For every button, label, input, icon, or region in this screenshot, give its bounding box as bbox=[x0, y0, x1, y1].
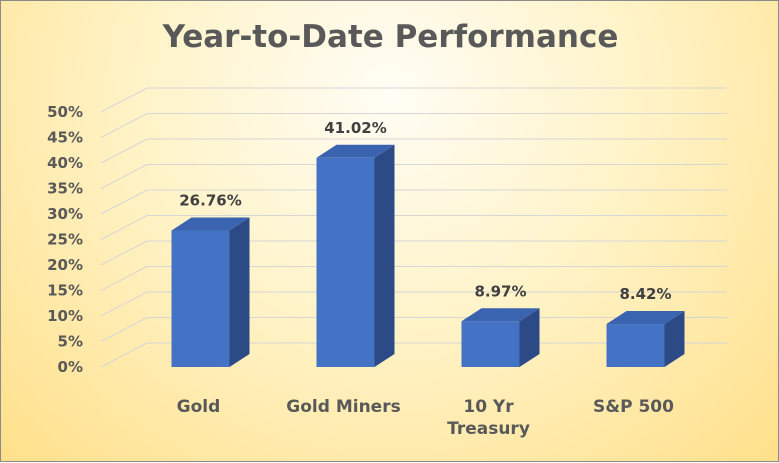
bar bbox=[461, 321, 520, 367]
gridline-side bbox=[100, 164, 148, 189]
bar-top bbox=[171, 217, 250, 231]
data-label: 41.02% bbox=[324, 119, 386, 137]
y-tick-label: 5% bbox=[58, 333, 83, 351]
bar bbox=[606, 324, 665, 367]
chart-title: Year-to-Date Performance bbox=[162, 19, 619, 55]
bar-top bbox=[316, 144, 395, 158]
data-label: 8.42% bbox=[619, 285, 671, 303]
gridline-side bbox=[100, 317, 148, 342]
y-tick-label: 45% bbox=[47, 129, 83, 147]
y-tick-label: 0% bbox=[58, 358, 83, 376]
x-tick-label: Treasury bbox=[447, 419, 530, 439]
bar-side bbox=[229, 217, 250, 367]
y-tick-label: 15% bbox=[47, 282, 83, 300]
bar-side bbox=[519, 308, 540, 367]
y-tick-label: 40% bbox=[47, 154, 83, 172]
y-tick-label: 25% bbox=[47, 231, 83, 249]
data-label: 8.97% bbox=[474, 282, 526, 300]
data-label: 26.76% bbox=[179, 192, 241, 210]
x-tick-label: 10 Yr bbox=[463, 397, 514, 417]
gridline-side bbox=[100, 138, 148, 164]
gridline-side bbox=[100, 266, 148, 291]
y-tick-label: 50% bbox=[47, 103, 83, 121]
gridline-side bbox=[100, 189, 148, 215]
bar bbox=[171, 230, 230, 367]
gridline-side bbox=[100, 113, 148, 138]
y-tick-label: 10% bbox=[47, 307, 83, 325]
y-tick-label: 30% bbox=[47, 205, 83, 223]
gridline-side bbox=[100, 342, 148, 368]
bar bbox=[316, 157, 375, 367]
gridline-side bbox=[100, 87, 148, 113]
gridline-side bbox=[100, 291, 148, 317]
bar-side bbox=[374, 144, 395, 367]
bar-side bbox=[664, 311, 685, 367]
y-tick-label: 20% bbox=[47, 256, 83, 274]
x-tick-label: Gold Miners bbox=[286, 397, 400, 417]
x-tick-label: S&P 500 bbox=[593, 397, 674, 417]
x-tick-label: Gold bbox=[177, 397, 221, 417]
y-tick-label: 35% bbox=[47, 180, 83, 198]
gridline-side bbox=[100, 215, 148, 240]
bar-top bbox=[461, 308, 540, 322]
bar-top bbox=[606, 311, 685, 325]
gridline-side bbox=[100, 240, 148, 266]
